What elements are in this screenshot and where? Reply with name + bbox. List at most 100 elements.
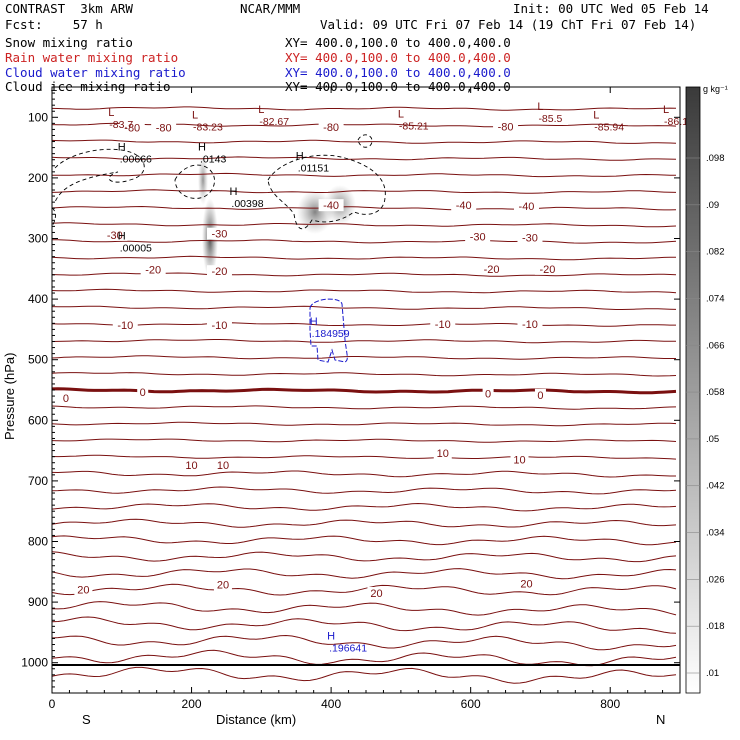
x-tick-label: 800 (600, 697, 620, 711)
contour-label-bg (534, 388, 546, 401)
temperature-contour (52, 139, 677, 144)
colorbar-label: .09 (706, 200, 719, 211)
colorbar-label: .034 (706, 528, 725, 539)
temperature-contour-label: -10 (117, 320, 133, 332)
extremum-value: -86.1 (664, 116, 688, 128)
temperature-contour (52, 339, 677, 344)
cloud-outlines (52, 134, 386, 363)
temperature-contour-label: -30 (212, 229, 228, 241)
colorbar-label: .082 (706, 247, 725, 258)
y-tick-label: 500 (28, 353, 48, 367)
y-tick-label: 1000 (21, 656, 48, 670)
temperature-contour-label: -40 (323, 200, 339, 212)
contour-label-bg (534, 262, 560, 275)
temperature-contour (52, 518, 677, 528)
temperature-contour-label: 10 (513, 455, 525, 467)
extremum-mark: L (663, 104, 669, 116)
extremum-value: .00666 (120, 154, 152, 166)
cloud-ice-outline-left (52, 148, 145, 227)
contour-label-bg (151, 121, 177, 134)
contour-label-bg (517, 577, 536, 590)
temperature-contour-label: -80 (124, 123, 140, 135)
contour-label-bg (102, 228, 128, 241)
temperature-contour (52, 372, 677, 377)
contour-label-bg (367, 587, 386, 600)
model-title: CONTRAST 3km ARW (5, 1, 133, 16)
forecast-hour: Fcst: 57 h (5, 17, 103, 32)
temperature-contour (52, 239, 677, 244)
y-tick-label: 100 (28, 110, 48, 124)
contour-label-bg (182, 459, 201, 472)
temperature-contour (52, 470, 676, 478)
temperature-contour-label: 20 (217, 580, 229, 592)
temperature-contour (52, 122, 677, 128)
temperature-contour (52, 649, 677, 667)
zero-degree-contour (52, 387, 677, 395)
extremum-value: .184959 (312, 328, 350, 340)
temperature-contour (52, 666, 677, 684)
x-tick-label: 0 (49, 697, 56, 711)
temperature-contour-label: 10 (437, 448, 449, 460)
temperature-contour-label: -80 (156, 123, 172, 135)
valid-time: Valid: 09 UTC Fri 07 Feb 14 (19 ChT Fri … (320, 17, 697, 32)
extremum-value: .01151 (298, 163, 329, 175)
snow-shading-top (198, 155, 208, 205)
temperature-contour-label: 10 (185, 460, 197, 472)
extremum-mark: H (118, 231, 126, 243)
extremum-mark: H (327, 631, 335, 643)
contour-label-bg (430, 317, 456, 330)
temperature-contour (52, 535, 677, 546)
cloud-water-outline (309, 298, 348, 363)
contour-label-bg (206, 319, 232, 332)
contour-labels: -80 -80 -80 -80 -40 -40 -40 -30 -30 -30 -30 -20 -20 -… (60, 101, 688, 655)
y-tick-label: 900 (28, 595, 48, 609)
extremum-mark: L (593, 110, 599, 122)
temperature-contour (52, 568, 677, 580)
temperature-contour-label: -30 (470, 232, 486, 244)
y-tick-label: 800 (28, 535, 48, 549)
extremum-value: -82.67 (259, 116, 289, 128)
temperature-contour-label: -10 (522, 319, 538, 331)
init-time: Init: 00 UTC Wed 05 Feb 14 (513, 1, 709, 16)
extremum-mark: L (537, 101, 543, 113)
colorbar-label: .05 (706, 434, 719, 445)
y-tick-label: 700 (28, 474, 48, 488)
temperature-contour-label: -10 (435, 319, 451, 331)
temperature-contour (52, 305, 677, 310)
field-cloudwater-name: Cloud water mixing ratio (5, 65, 186, 80)
extremum-mark: H (118, 142, 126, 154)
colorbar-label: .026 (706, 574, 725, 585)
temperature-contour-label: -20 (212, 266, 228, 278)
field-cloudwater-xy: XY= 400.0,100.0 to 400.0,400.0 (285, 65, 511, 80)
colorbar (685, 86, 701, 694)
temperature-contour (52, 421, 677, 427)
colorbar-label: .058 (706, 387, 725, 398)
temperature-contour (52, 583, 677, 596)
y-tick-label: 400 (28, 292, 48, 306)
org-label: NCAR/MMM (240, 1, 301, 16)
temperature-contour (52, 616, 677, 634)
temperature-contour-label: -30 (522, 232, 538, 244)
contour-label-bg (206, 265, 232, 278)
temperature-contour-label: 20 (520, 578, 532, 590)
temperature-contour-label: 0 (485, 389, 491, 401)
contour-label-bg (493, 120, 519, 133)
colorbar-label: .01 (706, 668, 719, 679)
temperature-contour-label: -30 (107, 230, 123, 242)
contour-label-bg (213, 459, 232, 472)
temperature-contour-label: -40 (456, 200, 472, 212)
colorbar-label: .066 (706, 340, 725, 351)
x-tick-label: 400 (321, 697, 341, 711)
temperature-contour (52, 189, 677, 194)
temperature-contour-label: -80 (498, 121, 514, 133)
x-axis-title: Distance (km) (216, 712, 296, 727)
temperature-contour (52, 601, 677, 616)
temperature-contour-label: 20 (370, 588, 382, 600)
extremum-mark: H (229, 186, 237, 198)
y-tick-label: 600 (28, 413, 48, 427)
colorbar-label: .098 (706, 153, 725, 164)
contour-label-bg (433, 447, 452, 460)
contour-label-bg (451, 199, 477, 212)
temperature-contour (52, 172, 677, 178)
